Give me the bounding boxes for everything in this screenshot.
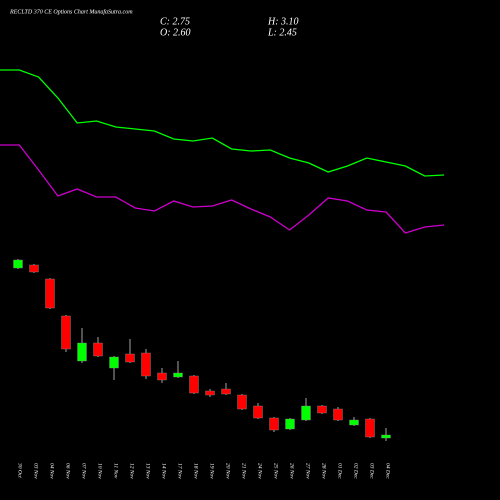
candle-body <box>285 418 295 430</box>
x-tick-label: 14 Nov <box>161 463 168 479</box>
candle-body <box>45 278 55 309</box>
candle-body <box>93 342 103 357</box>
candle-body <box>333 408 343 421</box>
candle-body <box>301 405 311 421</box>
candle-body <box>77 342 87 362</box>
candle-body <box>221 388 231 395</box>
x-tick-label: 25 Nov <box>273 463 279 479</box>
x-tick-label: 11 Nov <box>113 463 119 479</box>
x-tick-label: 12 Nov <box>129 463 135 479</box>
candle-body <box>269 417 279 431</box>
x-tick-label: 19 Nov <box>209 463 215 479</box>
candle-body <box>125 353 135 363</box>
candle-body <box>189 375 199 394</box>
x-tick-label: 17 Nov <box>177 463 183 479</box>
x-tick-label: 04 Dec <box>385 463 392 479</box>
x-tick-label: 06 Nov <box>65 463 71 479</box>
high-text: H: 3.10 <box>267 16 299 27</box>
candle-body <box>365 418 375 438</box>
x-tick-label: 30 Oct <box>17 462 23 478</box>
x-tick-label: 07 Nov <box>81 463 87 479</box>
open-text: O: 2.60 <box>160 27 191 38</box>
candle-body <box>61 315 71 350</box>
x-tick-label: 03 Nov <box>33 463 39 479</box>
candle-body <box>141 352 151 377</box>
x-tick-label: 02 Dec <box>353 463 359 479</box>
close-text: C: 2.75 <box>160 16 190 27</box>
chart-title: RECLTD 370 CE Options Chart MunafaSutra.… <box>9 8 133 15</box>
candle-body <box>29 264 39 273</box>
x-tick-label: 24 Nov <box>257 463 264 479</box>
x-tick-label: 03 Dec <box>369 463 375 479</box>
x-tick-label: 13 Nov <box>145 463 151 479</box>
candle-body <box>349 419 359 426</box>
candle-body <box>253 405 263 419</box>
candle-body <box>173 372 183 378</box>
candle-body <box>109 356 119 369</box>
x-tick-label: 01 Dec <box>337 463 343 479</box>
x-tick-label: 18 Nov <box>193 463 199 479</box>
candle-body <box>381 434 391 439</box>
x-tick-label: 27 Nov <box>305 463 311 479</box>
x-tick-label: 21 Nov <box>241 463 247 479</box>
x-tick-label: 04 Nov <box>49 463 56 479</box>
x-tick-label: 10 Nov <box>97 463 103 479</box>
x-tick-label: 26 Nov <box>289 463 295 479</box>
candle-body <box>237 394 247 410</box>
x-tick-label: 20 Nov <box>225 463 231 479</box>
line-series <box>0 144 445 234</box>
low-text: L: 2.45 <box>267 27 297 38</box>
x-tick-label: 28 Nov <box>321 463 327 479</box>
line-series <box>0 69 445 177</box>
candle-body <box>205 390 215 396</box>
candle-body <box>13 259 23 269</box>
candle-body <box>157 372 167 381</box>
candle-body <box>317 405 327 414</box>
